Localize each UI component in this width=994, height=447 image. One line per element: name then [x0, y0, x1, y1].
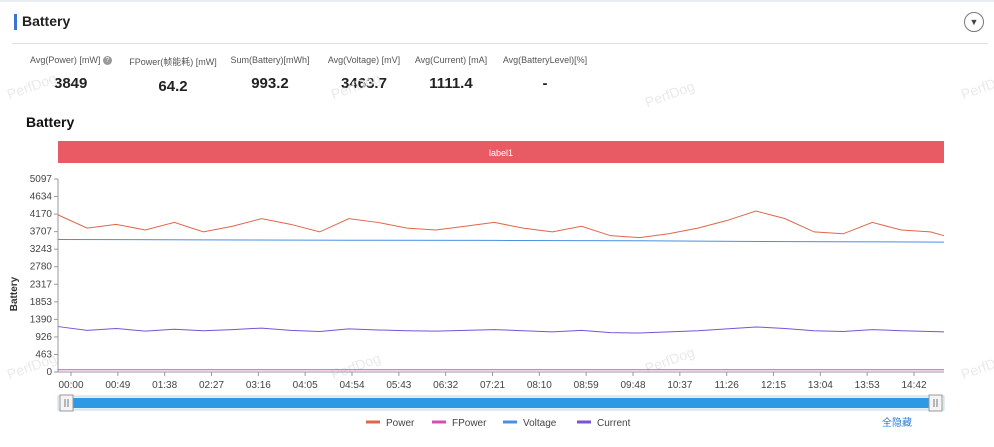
legend-label[interactable]: FPower [452, 418, 487, 429]
x-tick-label: 01:38 [152, 380, 177, 391]
series-line-power [57, 210, 945, 239]
x-tick-label: 13:04 [808, 380, 833, 391]
x-tick-label: 07:21 [480, 380, 505, 391]
label-band [58, 141, 944, 163]
top-border [0, 0, 994, 2]
stat-label: Avg(BatteryLevel)[%] [502, 55, 588, 65]
y-tick-label: 1390 [30, 314, 53, 325]
y-tick-label: 3707 [30, 227, 53, 238]
y-tick-label: 3243 [30, 244, 53, 255]
y-tick-label: 926 [35, 332, 52, 343]
hide-all-link[interactable]: 全隐藏 [882, 416, 912, 429]
stat-value: 64.2 [158, 78, 188, 95]
section-title: Battery [22, 13, 71, 29]
x-tick-label: 13:53 [855, 380, 880, 391]
legend: Power FPower Voltage Current [366, 418, 631, 429]
chevron-down-icon[interactable]: ▼ [964, 12, 984, 32]
x-tick-label: 04:54 [339, 380, 364, 391]
stat-avg-current: Avg(Current) [mA] 1111.4 [412, 55, 490, 92]
label-band-text: label1 [489, 148, 513, 158]
slider-range[interactable] [68, 398, 934, 408]
stat-value: 3463.7 [341, 75, 387, 92]
series-line-current [57, 326, 945, 334]
stat-value: 3849 [54, 75, 88, 93]
y-tick-label: 1853 [30, 297, 53, 308]
y-axis: 0 463 926 1390 1853 2317 2780 3243 3707 4170 4634 5… [30, 174, 59, 378]
x-tick-label: 14:42 [901, 380, 926, 391]
header-accent-bar [14, 14, 17, 30]
stat-sum-battery: Sum(Battery)[mWh] 993.2 [227, 55, 313, 92]
chart-title: Battery [26, 114, 75, 130]
zoom-slider[interactable] [57, 394, 945, 412]
x-tick-label: 05:43 [386, 380, 411, 391]
stat-value: 993.2 [251, 75, 289, 92]
y-tick-label: 4170 [30, 209, 53, 220]
header-divider [12, 43, 988, 44]
x-tick-label: 03:16 [246, 380, 271, 391]
x-tick-label: 02:27 [199, 380, 224, 391]
y-tick-label: 5097 [30, 174, 53, 185]
x-tick-label: 08:59 [574, 380, 599, 391]
legend-label[interactable]: Voltage [523, 418, 557, 429]
x-tick-label: 00:49 [105, 380, 130, 391]
stat-label: Avg(Voltage) [mV] [327, 55, 401, 65]
x-tick-label: 09:48 [620, 380, 645, 391]
slider-handle-left[interactable] [59, 394, 74, 412]
help-icon[interactable]: ? [102, 56, 112, 66]
stat-value: - [542, 75, 548, 92]
y-tick-label: 0 [46, 367, 52, 378]
stat-avg-power: Avg(Power) [mW] ? 3849 [30, 55, 112, 92]
stat-avg-battery-level: Avg(BatteryLevel)[%] - [500, 55, 590, 92]
series-lines [57, 210, 945, 371]
legend-label[interactable]: Current [597, 418, 631, 429]
x-tick-label: 10:37 [667, 380, 692, 391]
x-axis: 00:00 00:49 01:38 02:27 03:16 04:05 04:54 05:43… [58, 371, 944, 391]
y-tick-label: 2780 [30, 262, 53, 273]
stat-avg-voltage: Avg(Voltage) [mV] 3463.7 [324, 55, 404, 92]
legend-label[interactable]: Power [386, 418, 415, 429]
x-tick-label: 08:10 [527, 380, 552, 391]
series-line-voltage [57, 238, 945, 243]
stat-label: Sum(Battery)[mWh] [230, 55, 310, 65]
y-tick-label: 4634 [30, 192, 53, 203]
slider-handle-right[interactable] [928, 394, 943, 412]
x-tick-label: 04:05 [293, 380, 318, 391]
stat-fpower: FPower(帧能耗) [mW] 64.2 [128, 55, 218, 95]
y-tick-label: 463 [35, 349, 52, 360]
x-tick-label: 06:32 [433, 380, 458, 391]
stat-label: FPower(帧能耗) [mW] [129, 57, 217, 67]
stat-label: Avg(Power) [mW] [30, 55, 101, 65]
x-tick-label: 11:26 [715, 380, 740, 391]
y-tick-label: 2317 [30, 279, 53, 290]
x-tick-label: 12:15 [761, 380, 786, 391]
stat-label: Avg(Current) [mA] [414, 55, 488, 65]
x-tick-label: 00:00 [58, 380, 83, 391]
y-axis-label: Battery [9, 276, 20, 311]
stat-value: 1111.4 [429, 75, 473, 92]
